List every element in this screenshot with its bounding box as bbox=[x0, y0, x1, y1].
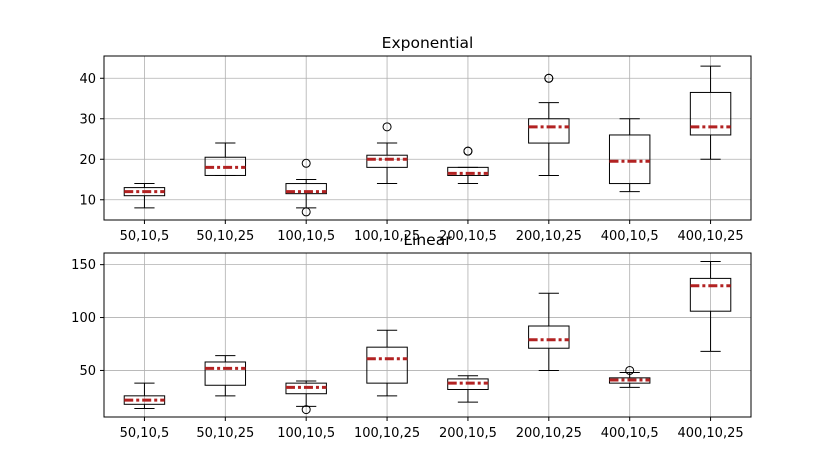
box-200-10-25 bbox=[528, 292, 570, 371]
flier-point bbox=[625, 365, 635, 375]
x-tick-label: 400,10,25 bbox=[677, 229, 743, 244]
flier-point bbox=[301, 158, 311, 168]
exponential-title: Exponential bbox=[382, 34, 474, 52]
flier-point bbox=[301, 405, 311, 415]
x-tick-label: 50,10,25 bbox=[196, 229, 254, 244]
x-tick-label: 50,10,25 bbox=[196, 426, 254, 441]
x-tick-label: 200,10,5 bbox=[439, 426, 497, 441]
box-body bbox=[689, 91, 732, 136]
box-body bbox=[285, 183, 327, 195]
box-body bbox=[608, 134, 651, 185]
y-tick-label: 30 bbox=[79, 112, 96, 127]
flier-point bbox=[382, 122, 392, 132]
box-body bbox=[528, 118, 570, 144]
x-tick-label: 200,10,25 bbox=[516, 229, 582, 244]
exponential-panel: 10 20 30 40 50,10,5 50,10,25 100,10,5 100,10,25… bbox=[79, 34, 752, 244]
box-400-10-25 bbox=[689, 65, 732, 160]
x-tick-label: 100,10,25 bbox=[354, 229, 420, 244]
x-tick-label: 50,10,5 bbox=[120, 229, 170, 244]
x-tick-label: 200,10,25 bbox=[516, 426, 582, 441]
x-tick-label: 400,10,25 bbox=[677, 426, 743, 441]
box-200-10-5 bbox=[447, 146, 489, 185]
box-100-10-25 bbox=[366, 122, 408, 185]
x-tick-label: 400,10,5 bbox=[601, 229, 659, 244]
x-tick-label: 100,10,5 bbox=[277, 229, 335, 244]
box-body bbox=[447, 166, 489, 176]
axes-frame bbox=[103, 252, 752, 418]
box-400-10-5 bbox=[608, 118, 651, 193]
flier-point bbox=[301, 207, 311, 217]
flier-point bbox=[544, 73, 554, 83]
x-tick-label: 100,10,25 bbox=[354, 426, 420, 441]
box-50-10-25 bbox=[204, 355, 247, 397]
box-body bbox=[689, 277, 732, 312]
box-200-10-25 bbox=[528, 73, 570, 176]
y-tick-label: 100 bbox=[71, 311, 96, 326]
box-100-10-5 bbox=[285, 380, 327, 415]
y-tick-label: 20 bbox=[79, 153, 96, 168]
box-body bbox=[366, 346, 408, 384]
box-body bbox=[366, 154, 408, 168]
x-tick-label: 200,10,5 bbox=[439, 229, 497, 244]
y-tick-label: 10 bbox=[79, 193, 96, 208]
box-100-10-25 bbox=[366, 329, 408, 397]
y-tick-label: 50 bbox=[79, 364, 96, 379]
y-tick-label: 150 bbox=[71, 258, 96, 273]
box-200-10-5 bbox=[447, 375, 489, 403]
flier-point bbox=[463, 146, 473, 156]
x-tick-label: 50,10,5 bbox=[120, 426, 170, 441]
x-tick-label: 100,10,5 bbox=[277, 426, 335, 441]
linear-title: Linear bbox=[403, 231, 452, 249]
box-50-10-5 bbox=[123, 382, 166, 410]
axes-frame bbox=[103, 55, 752, 221]
box-body bbox=[204, 361, 247, 386]
box-50-10-25 bbox=[204, 142, 247, 176]
box-400-10-5 bbox=[608, 365, 651, 388]
y-tick-label: 40 bbox=[79, 72, 96, 87]
box-body bbox=[528, 325, 570, 349]
box-50-10-5 bbox=[123, 183, 166, 209]
linear-panel: 50 100 150 50,10,5 50,10,25 100,10,5 100,10,25… bbox=[71, 231, 752, 441]
box-100-10-5 bbox=[285, 158, 327, 217]
box-400-10-25 bbox=[689, 260, 732, 352]
x-tick-label: 400,10,5 bbox=[601, 426, 659, 441]
